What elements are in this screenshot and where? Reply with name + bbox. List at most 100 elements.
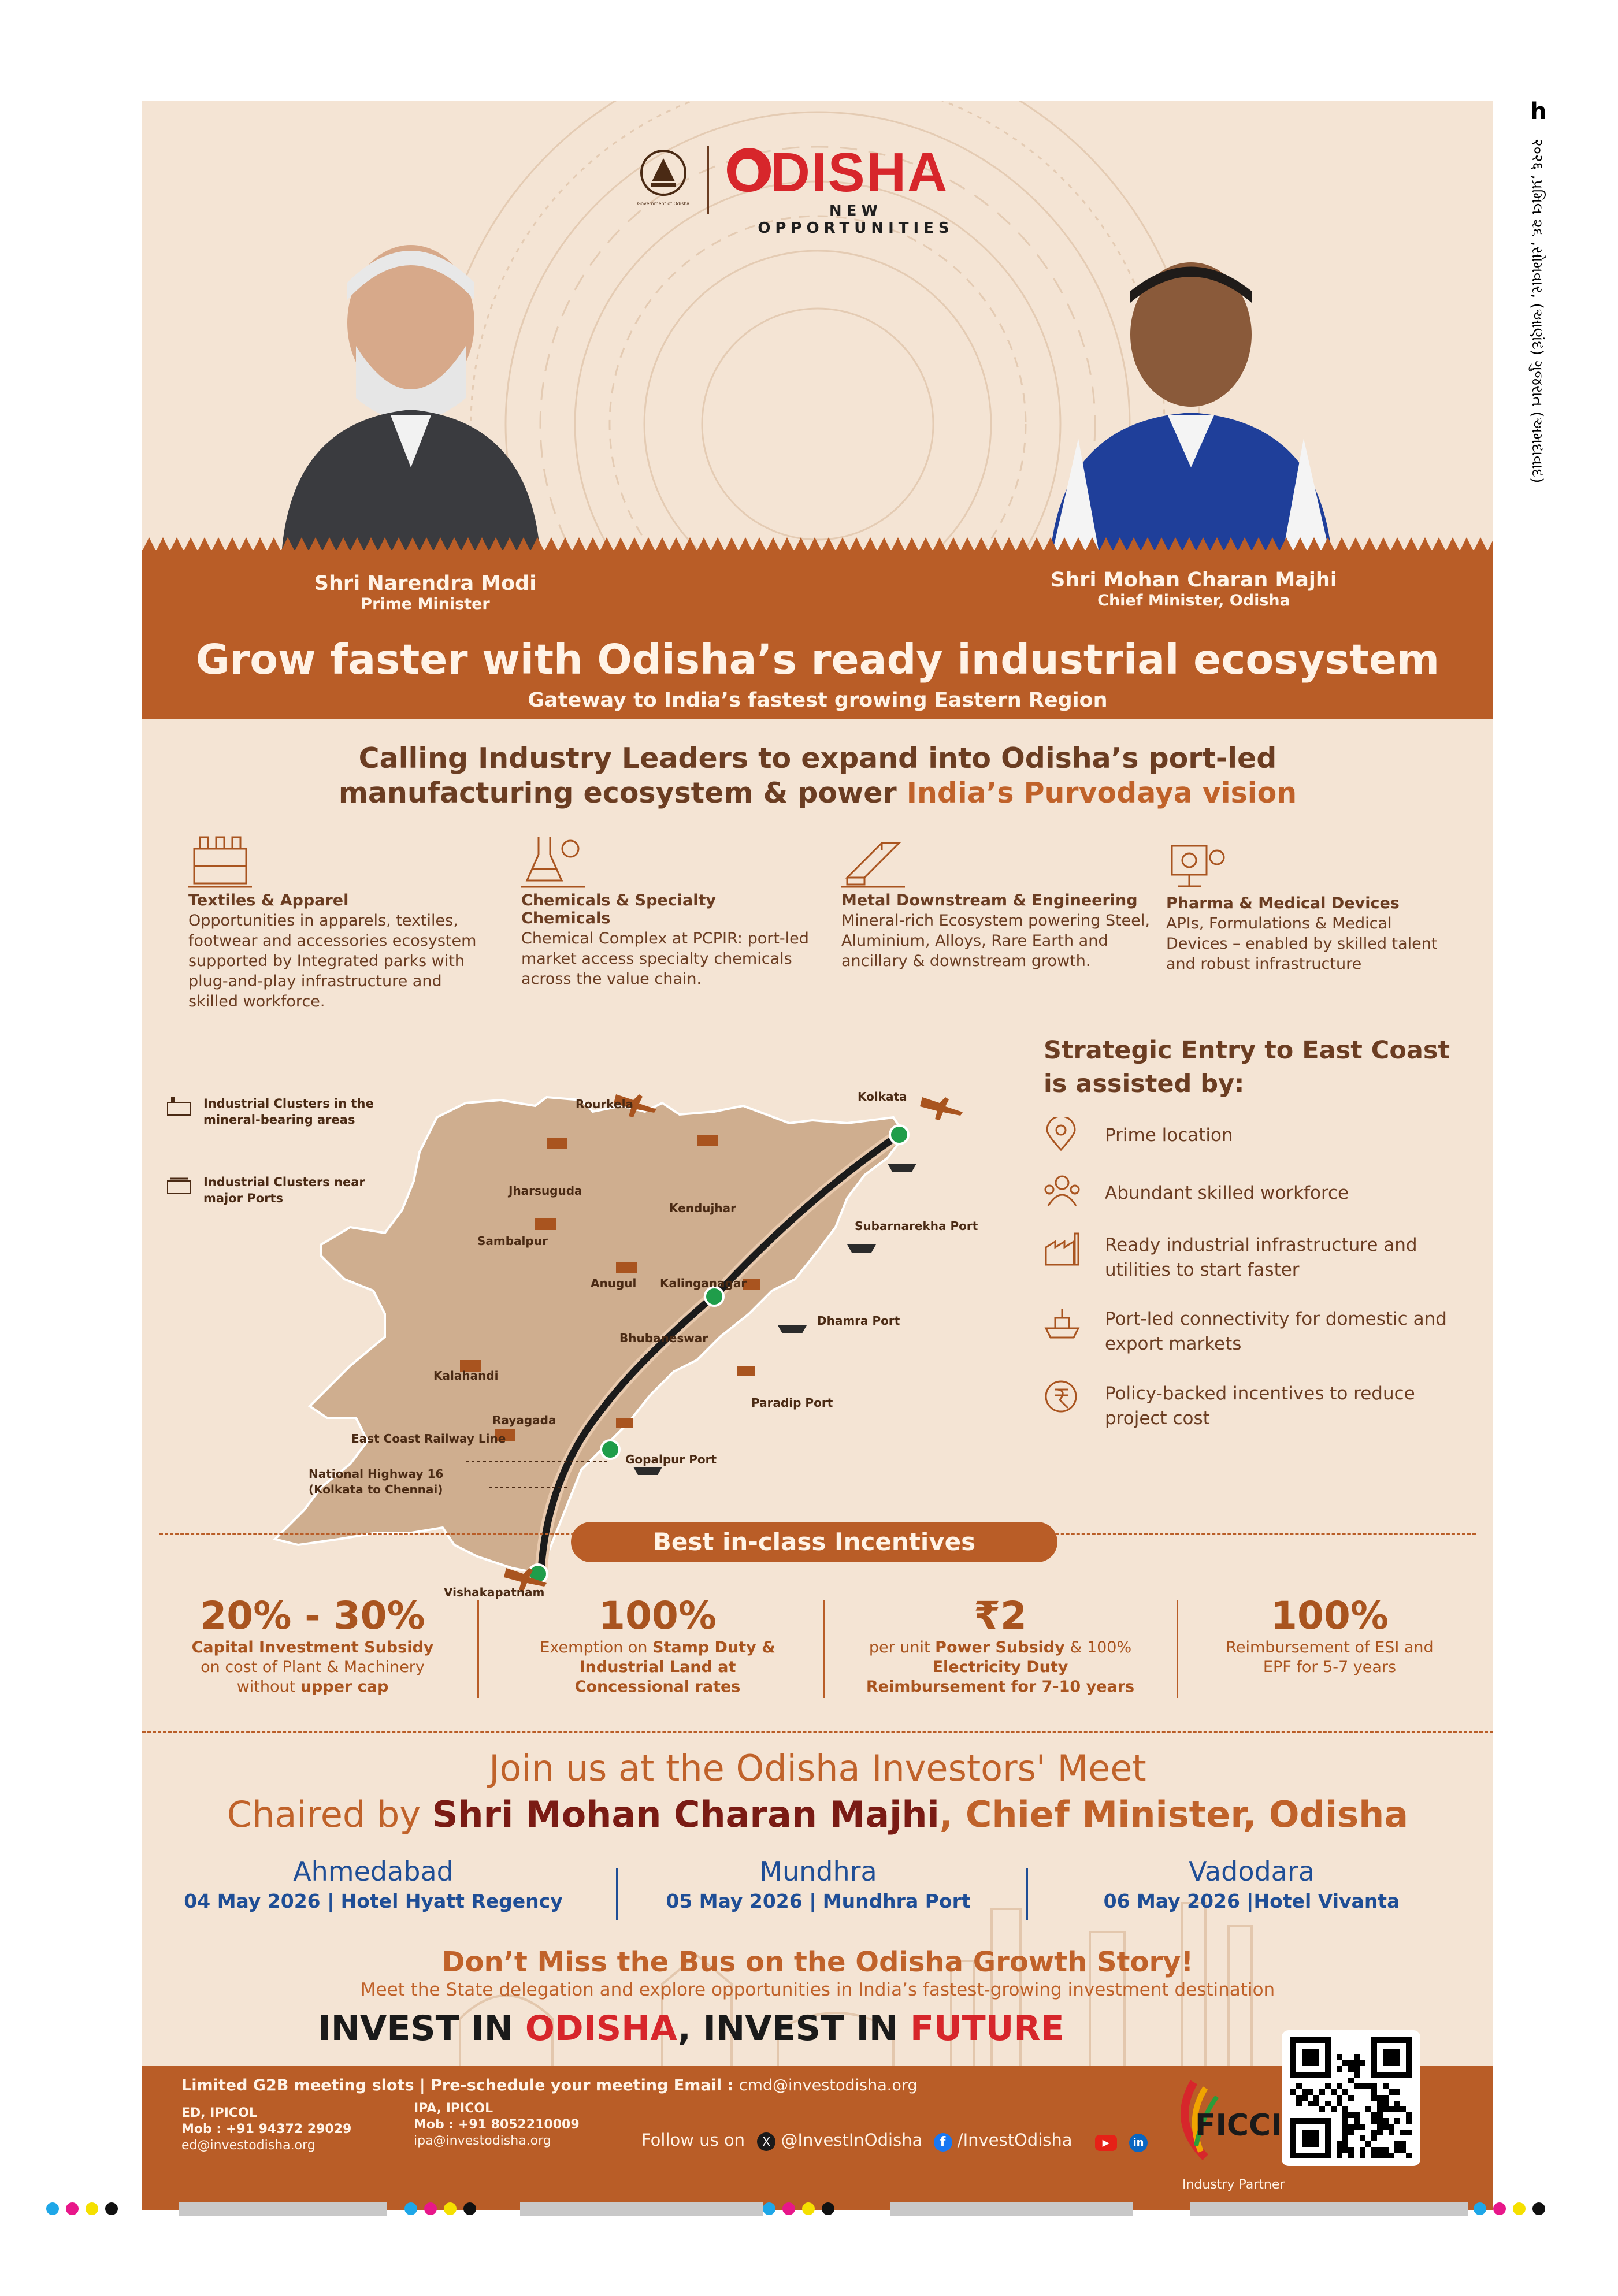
city-divider [1026, 1868, 1028, 1920]
meet-delegation-line: Meet the State delegation and explore op… [360, 1979, 1275, 2000]
slots-text: Limited G2B meeting slots | Pre-schedule… [181, 2076, 739, 2094]
brand-tagline: NEW OPPORTUNITIES [758, 202, 954, 237]
city-detail: 06 May 2026 |Hotel Vivanta [1103, 1890, 1400, 1912]
brand-name: ODISHA [726, 142, 949, 203]
registration-marks [0, 2202, 1618, 2226]
qr-module [1348, 2095, 1354, 2101]
incentive-capital: 20% - 30% Capital Investment Subsidy on … [151, 1594, 474, 1697]
qr-module [1377, 2130, 1383, 2135]
qr-module [1348, 2078, 1354, 2083]
railway-line [537, 1132, 901, 1574]
label-kalinganagar: Kalinganagar [660, 1276, 747, 1290]
qr-module [1400, 2130, 1406, 2135]
qr-module [1400, 2147, 1406, 2153]
cluster-legend-icon [167, 1097, 191, 1116]
partner-name: FICCI [1195, 2108, 1282, 2143]
linkedin-icon[interactable]: in [1129, 2134, 1148, 2152]
label-rayagada: Rayagada [492, 1413, 556, 1427]
cluster-icons [460, 1135, 760, 1441]
incentive-line: Concessional rates [574, 1678, 741, 1696]
qr-module [1394, 2118, 1400, 2124]
label-kendujhar: Kendujhar [669, 1201, 736, 1215]
legend-mineral: Industrial Clusters in the mineral-beari… [203, 1097, 374, 1127]
qr-finder [1383, 2049, 1400, 2066]
sector-metals: Metal Downstream & Engineering Mineral-r… [841, 831, 1159, 971]
cm-name: Shri Mohan Charan Majhi [1051, 569, 1337, 592]
advertisement: Government of Odisha ODISHA NEW OPPORTUN… [142, 101, 1493, 2210]
slots-line: Limited G2B meeting slots | Pre-schedule… [181, 2076, 918, 2094]
qr-module [1360, 2153, 1365, 2158]
x-handle-link[interactable]: @InvestInOdisha [781, 2130, 923, 2150]
qr-module [1365, 2106, 1371, 2112]
x-icon[interactable]: X [757, 2132, 776, 2151]
qr-code[interactable] [1290, 2037, 1412, 2158]
invest-odisha: ODISHA [525, 2008, 678, 2049]
qr-module [1337, 2101, 1342, 2106]
qr-module [1342, 2089, 1348, 2095]
headline-band [142, 550, 1493, 719]
contact-mobile: Mob : +91 8052210009 [414, 2117, 580, 2132]
qr-module [1354, 2060, 1360, 2066]
sector-title: Textiles & Apparel [188, 891, 349, 909]
facebook-icon[interactable]: f [933, 2133, 952, 2152]
meet-line-2: Chaired by Shri Mohan Charan Majhi, Chie… [142, 1793, 1493, 1836]
qr-module [1371, 2089, 1377, 2095]
gopalpur-node [600, 1439, 621, 1460]
contact-title: ED, IPICOL [181, 2106, 257, 2120]
partner-label: Industry Partner [1182, 2178, 1285, 2192]
qr-module [1360, 2147, 1365, 2153]
qr-module [1371, 2147, 1377, 2153]
qr-module [1337, 2153, 1342, 2158]
qr-module [1365, 2083, 1371, 2089]
contact-email-link[interactable]: ipa@investodisha.org [414, 2134, 551, 2148]
strategic-title-2: is assisted by: [1044, 1069, 1245, 1098]
contact-ed: ED, IPICOL Mob : +91 94372 29029 ed@inve… [181, 2105, 351, 2154]
city-name: Vadodara [1189, 1856, 1315, 1887]
label-sambalpur: Sambalpur [477, 1234, 548, 1248]
qr-module [1377, 2106, 1383, 2112]
label-anugul: Anugul [591, 1276, 637, 1290]
contact-title: IPA, IPICOL [414, 2101, 493, 2116]
label-railway-line: East Coast Railway Line [351, 1432, 506, 1446]
qr-module [1389, 2089, 1394, 2095]
incentive-value: 100% [599, 1593, 717, 1638]
qr-module [1371, 2135, 1377, 2141]
label-vishakapatnam: Vishakapatnam [444, 1585, 545, 1599]
invest-p1: INVEST IN [318, 2008, 525, 2049]
qr-module [1319, 2089, 1325, 2095]
incentive-value: 20% - 30% [200, 1593, 425, 1638]
incentive-emphasis: Stamp Duty & [652, 1639, 775, 1656]
follow-label: Follow us on [641, 2130, 745, 2150]
qr-module [1389, 2106, 1394, 2112]
label-paradip-port: Paradip Port [751, 1396, 833, 1410]
facebook-handle-link[interactable]: /InvestOdisha [957, 2130, 1073, 2150]
qr-finder [1302, 2130, 1319, 2147]
qr-module [1377, 2118, 1383, 2124]
qr-card[interactable] [1282, 2030, 1420, 2166]
chaired-suffix: , Chief Minister, Odisha [939, 1793, 1409, 1836]
factory-icon [1045, 1232, 1079, 1266]
legend-ports: Industrial Clusters near major Ports [203, 1175, 365, 1205]
strategic-title-1: Strategic Entry to East Coast [1044, 1036, 1450, 1065]
qr-module [1383, 2083, 1389, 2089]
qr-module [1383, 2153, 1389, 2158]
qr-module [1354, 2112, 1360, 2118]
qr-module [1406, 2130, 1412, 2135]
contact-email-link[interactable]: ed@investodisha.org [181, 2138, 316, 2153]
strategic-panel: Strategic Entry to East Coast is assiste… [1044, 1034, 1471, 1554]
slots-email-link[interactable]: cmd@investodisha.org [739, 2076, 918, 2094]
incentive-line: Industrial Land at [579, 1658, 736, 1676]
city-vadodara: Vadodara 06 May 2026 |Hotel Vivanta [1032, 1854, 1471, 1914]
sector-pharma: Pharma & Medical Devices APIs, Formulati… [1166, 840, 1455, 974]
social-row: Follow us on X @InvestInOdisha f /Invest… [641, 2128, 1148, 2152]
metal-beam-icon [841, 842, 905, 888]
qr-module [1296, 2101, 1302, 2106]
youtube-icon[interactable]: ▶ [1094, 2135, 1117, 2151]
qr-module [1354, 2054, 1360, 2060]
qr-module [1354, 2072, 1360, 2078]
qr-module [1383, 2118, 1389, 2124]
invest-slogan: INVEST IN ODISHA, INVEST IN FUTURE [142, 2008, 1240, 2049]
odisha-map [273, 1094, 963, 1591]
label-subarnarekha-port: Subarnarekha Port [855, 1219, 978, 1233]
qr-module [1377, 2101, 1383, 2106]
